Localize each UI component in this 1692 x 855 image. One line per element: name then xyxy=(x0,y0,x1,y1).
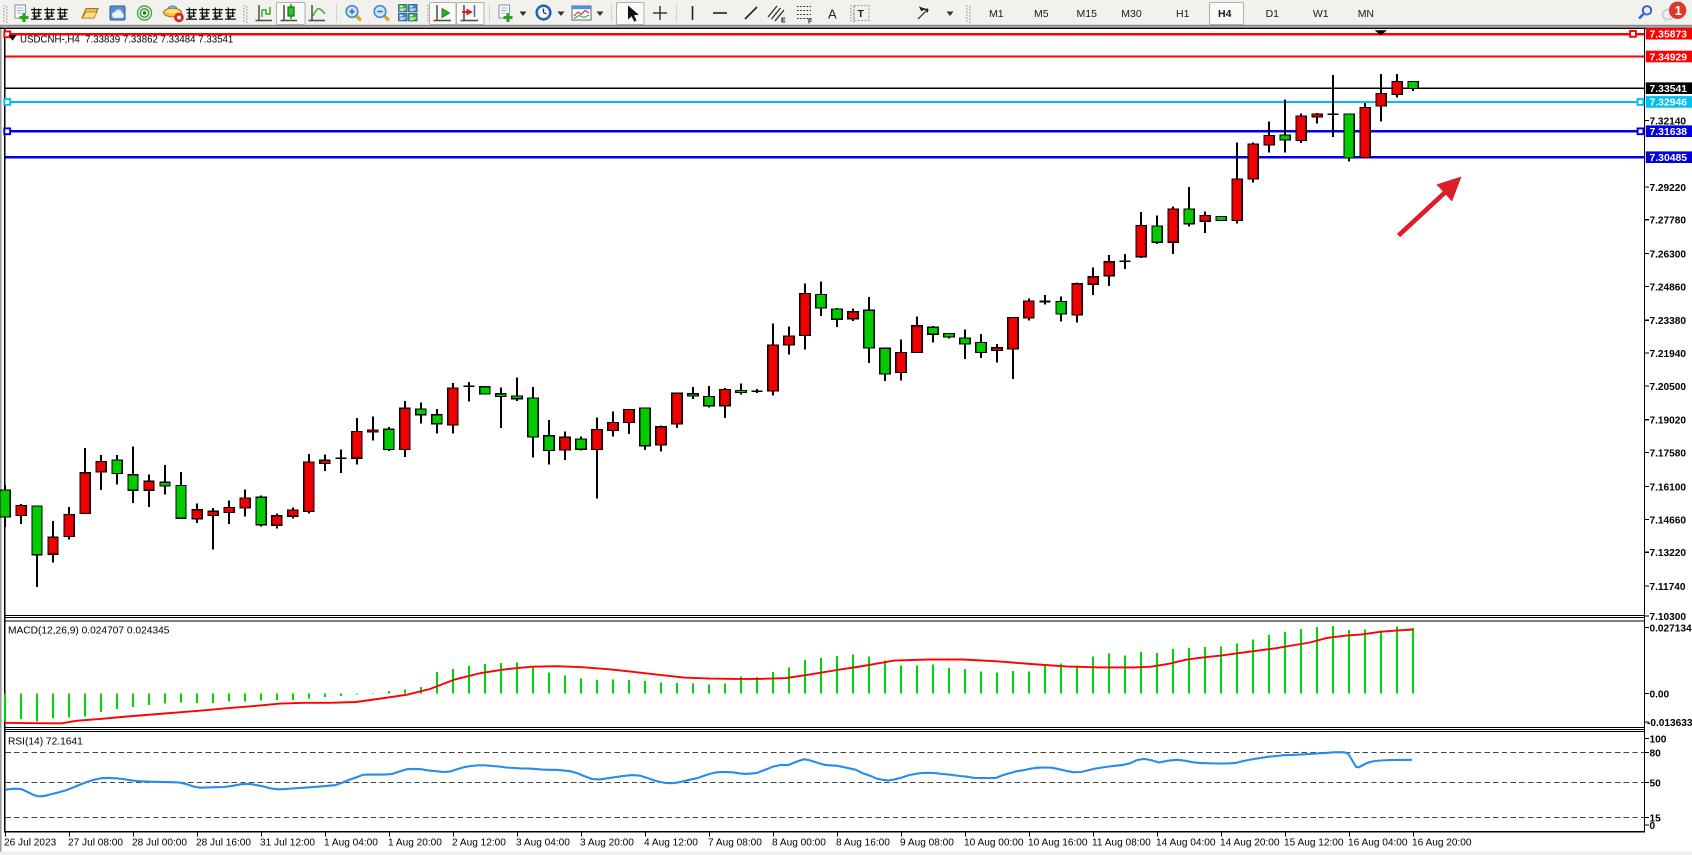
svg-text:16 Aug 04:00: 16 Aug 04:00 xyxy=(1348,838,1408,849)
svg-text:M15: M15 xyxy=(1077,8,1098,20)
svg-text:15 Aug 12:00: 15 Aug 12:00 xyxy=(1284,838,1344,849)
svg-text:7.32140: 7.32140 xyxy=(1650,116,1687,127)
svg-text:7.20500: 7.20500 xyxy=(1650,382,1687,393)
svg-text:D1: D1 xyxy=(1266,8,1280,20)
svg-text:0.00: 0.00 xyxy=(1650,689,1670,700)
svg-text:3 Aug 20:00: 3 Aug 20:00 xyxy=(580,838,634,849)
svg-text:MACD(12,26,9) 0.024707 0.02434: MACD(12,26,9) 0.024707 0.024345 xyxy=(8,626,170,637)
svg-text:E: E xyxy=(781,18,786,25)
svg-text:RSI(14) 72.1641: RSI(14) 72.1641 xyxy=(8,737,83,748)
svg-text:7.24860: 7.24860 xyxy=(1650,282,1687,293)
svg-text:7.35873: 7.35873 xyxy=(1650,30,1688,41)
svg-text:7.30485: 7.30485 xyxy=(1650,153,1688,164)
svg-text:10 Aug 00:00: 10 Aug 00:00 xyxy=(964,838,1024,849)
svg-text:MN: MN xyxy=(1358,8,1374,20)
svg-text:1 Aug 04:00: 1 Aug 04:00 xyxy=(324,838,378,849)
svg-text:H1: H1 xyxy=(1176,8,1190,20)
svg-text:M5: M5 xyxy=(1034,8,1049,20)
svg-text:M1: M1 xyxy=(989,8,1004,20)
svg-text:7.17580: 7.17580 xyxy=(1650,449,1687,460)
svg-text:100: 100 xyxy=(1650,735,1667,746)
svg-text:9 Aug 08:00: 9 Aug 08:00 xyxy=(900,838,954,849)
svg-text:M30: M30 xyxy=(1121,8,1142,20)
svg-text:A: A xyxy=(828,7,837,22)
svg-text:7.29220: 7.29220 xyxy=(1650,183,1687,194)
svg-text:7.31638: 7.31638 xyxy=(1650,127,1688,138)
svg-text:3 Aug 04:00: 3 Aug 04:00 xyxy=(516,838,570,849)
svg-text:7.13220: 7.13220 xyxy=(1650,548,1687,559)
svg-text:4 Aug 12:00: 4 Aug 12:00 xyxy=(644,838,698,849)
svg-text:26 Jul 2023: 26 Jul 2023 xyxy=(4,838,57,849)
svg-text:-0.013633: -0.013633 xyxy=(1647,718,1692,729)
svg-text:T: T xyxy=(858,8,865,20)
svg-text:7.11740: 7.11740 xyxy=(1650,582,1686,593)
svg-text:7.16100: 7.16100 xyxy=(1650,482,1687,493)
svg-text:10 Aug 16:00: 10 Aug 16:00 xyxy=(1028,838,1088,849)
svg-text:7.34929: 7.34929 xyxy=(1650,52,1688,63)
svg-text:7.10300: 7.10300 xyxy=(1650,612,1687,623)
svg-text:11 Aug 08:00: 11 Aug 08:00 xyxy=(1092,838,1151,849)
svg-text:0.027134: 0.027134 xyxy=(1650,624,1692,635)
svg-text:7.23380: 7.23380 xyxy=(1650,316,1687,327)
svg-text:0: 0 xyxy=(1650,821,1656,832)
svg-text:F: F xyxy=(808,19,813,26)
svg-text:7.19020: 7.19020 xyxy=(1650,416,1687,427)
svg-text:7 Aug 08:00: 7 Aug 08:00 xyxy=(708,838,762,849)
svg-text:28 Jul 16:00: 28 Jul 16:00 xyxy=(196,838,251,849)
svg-text:50: 50 xyxy=(1650,778,1662,789)
svg-text:8 Aug 00:00: 8 Aug 00:00 xyxy=(772,838,826,849)
svg-text:28 Jul 00:00: 28 Jul 00:00 xyxy=(132,838,187,849)
svg-text:80: 80 xyxy=(1650,748,1662,759)
svg-text:15: 15 xyxy=(1650,813,1662,824)
svg-text:7.33541: 7.33541 xyxy=(1650,84,1688,95)
svg-text:7.21940: 7.21940 xyxy=(1650,349,1687,360)
svg-text:USDCNH-,H4 7.33839 7.33862 7.: USDCNH-,H4 7.33839 7.33862 7.33484 7.335… xyxy=(20,35,233,46)
svg-text:14 Aug 04:00: 14 Aug 04:00 xyxy=(1156,838,1216,849)
svg-text:31 Jul 12:00: 31 Jul 12:00 xyxy=(260,838,315,849)
svg-text:1: 1 xyxy=(1675,4,1682,18)
svg-text:H4: H4 xyxy=(1218,8,1232,20)
svg-text:7.26300: 7.26300 xyxy=(1650,250,1687,261)
svg-text:W1: W1 xyxy=(1313,8,1329,20)
svg-text:16 Aug 20:00: 16 Aug 20:00 xyxy=(1412,838,1472,849)
svg-text:1 Aug 20:00: 1 Aug 20:00 xyxy=(388,838,442,849)
svg-text:2 Aug 12:00: 2 Aug 12:00 xyxy=(452,838,506,849)
svg-text:7.14660: 7.14660 xyxy=(1650,515,1687,526)
svg-text:27 Jul 08:00: 27 Jul 08:00 xyxy=(68,838,123,849)
svg-text:14 Aug 20:00: 14 Aug 20:00 xyxy=(1220,838,1280,849)
svg-text:7.27780: 7.27780 xyxy=(1650,216,1687,227)
svg-text:8 Aug 16:00: 8 Aug 16:00 xyxy=(836,838,890,849)
svg-text:7.32946: 7.32946 xyxy=(1650,98,1688,109)
